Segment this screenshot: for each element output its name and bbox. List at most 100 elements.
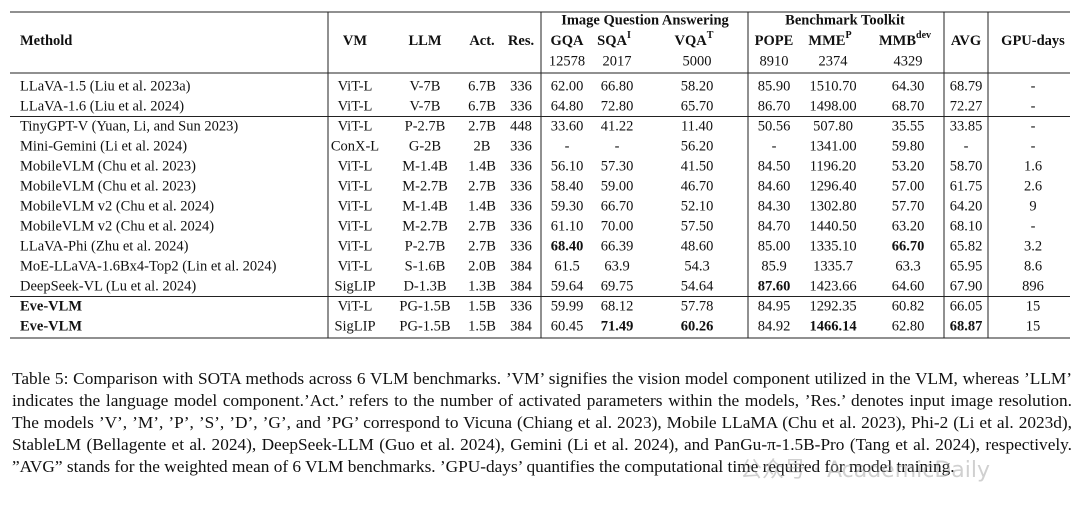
table-cell: 84.60 [758,178,791,194]
table-cell: 64.30 [892,78,925,94]
table-cell: 56.20 [681,138,714,154]
column-header: GQA [550,33,584,49]
sample-count: 8910 [760,53,789,69]
table-cell: 50.56 [758,118,791,134]
column-label: SQA [597,33,627,49]
table-cell: 15 [1026,298,1041,314]
column-header: POPE [755,33,794,49]
column-header: Methold [20,33,72,49]
table-cell: 336 [510,238,532,254]
method-name: LLaVA-Phi (Zhu et al. 2024) [20,238,189,254]
method-name: Mini-Gemini (Li et al. 2024) [20,138,187,154]
table-cell: 57.70 [892,198,925,214]
table-cell: 336 [510,298,532,314]
table-cell: 54.64 [681,278,714,294]
table-cell: 1440.50 [809,218,856,234]
column-header: Act. [469,33,494,49]
method-name: Eve-VLM [20,298,82,314]
column-label: Res. [508,33,534,49]
table-cell: 60.45 [551,318,584,334]
table-cell: 46.70 [681,178,714,194]
table-cell: 336 [510,158,532,174]
table-cell: 336 [510,178,532,194]
table-cell: 448 [510,118,532,134]
table-cell: 59.30 [551,198,584,214]
table-cell: 1.5B [468,318,496,334]
table-cell: 1423.66 [809,278,856,294]
column-header: MMBdev [879,30,931,49]
sample-count: 12578 [549,53,585,69]
table-cell: 507.80 [813,118,853,134]
table-cell: 63.9 [604,258,629,274]
sample-count: 5000 [683,53,712,69]
table-cell: 9 [1029,198,1036,214]
table-cell: 384 [510,318,533,334]
group-header: Image Question Answering [561,12,729,28]
table-cell: 63.3 [895,258,920,274]
column-sup: dev [916,30,931,41]
table-cell: 2.7B [468,238,496,254]
table-cell: 59.64 [551,278,584,294]
method-name: MobileVLM (Chu et al. 2023) [20,178,196,194]
table-cell: 59.80 [892,138,925,154]
column-label: Methold [20,33,72,49]
table-cell: 336 [510,98,532,114]
table-cell: 85.90 [758,78,791,94]
sample-count: 2374 [819,53,849,69]
table-cell: 48.60 [681,238,714,254]
column-header: MMEP [808,30,851,49]
table-cell: 1.4B [468,158,496,174]
table-cell: 35.55 [892,118,925,134]
method-name: MobileVLM (Chu et al. 2023) [20,158,196,174]
table-cell: - [964,138,969,154]
table-cell: ViT-L [338,78,373,94]
column-header: AVG [951,33,981,49]
column-label: GQA [550,33,584,49]
table-cell: 1335.7 [813,258,853,274]
table-cell: 59.99 [551,298,584,314]
table-cell: 1341.00 [809,138,856,154]
table-cell: M-2.7B [402,218,448,234]
caption: Table 5: Comparison with SOTA methods ac… [12,369,1072,476]
table-cell: 52.10 [681,198,714,214]
table-cell: 68.70 [892,98,925,114]
table-cell: 84.70 [758,218,791,234]
table-cell: 84.50 [758,158,791,174]
table-cell: 1292.35 [809,298,856,314]
table-cell: 2B [474,138,491,154]
table-cell: 57.00 [892,178,925,194]
group-header: Benchmark Toolkit [785,12,905,28]
table-cell: - [565,138,570,154]
table-cell: 41.50 [681,158,714,174]
table-cell: SigLIP [334,318,375,334]
table-cell: 53.20 [892,158,925,174]
table-cell: 68.79 [950,78,983,94]
table-cell: 62.80 [892,318,925,334]
table-cell: 70.00 [601,218,634,234]
table-cell: ViT-L [338,178,373,194]
table-cell: 59.00 [601,178,634,194]
table-cell: 84.95 [758,298,791,314]
table-cell: 1466.14 [809,318,856,334]
table-cell: M-1.4B [402,158,448,174]
column-header: VM [343,33,367,49]
method-name: LLaVA-1.6 (Liu et al. 2024) [20,98,184,114]
method-name: Eve-VLM [20,318,82,334]
table-cell: ViT-L [338,118,373,134]
column-header: SQAI [597,30,631,49]
table-cell: 66.80 [601,78,634,94]
column-label: VQA [675,33,708,49]
table-cell: - [1031,138,1036,154]
table-cell: 41.22 [601,118,634,134]
table-cell: 84.92 [758,318,791,334]
table-cell: 65.70 [681,98,714,114]
watermark: 公众号 · AcademicDaily [740,458,991,483]
column-label: Act. [469,33,494,49]
table-cell: ViT-L [338,258,373,274]
column-label: POPE [755,33,794,49]
table-cell: 1.3B [468,278,496,294]
method-name: MobileVLM v2 (Chu et al. 2024) [20,198,214,214]
table-cell: 3.2 [1024,238,1042,254]
sample-count: 4329 [894,53,923,69]
table-cell: 65.95 [950,258,983,274]
